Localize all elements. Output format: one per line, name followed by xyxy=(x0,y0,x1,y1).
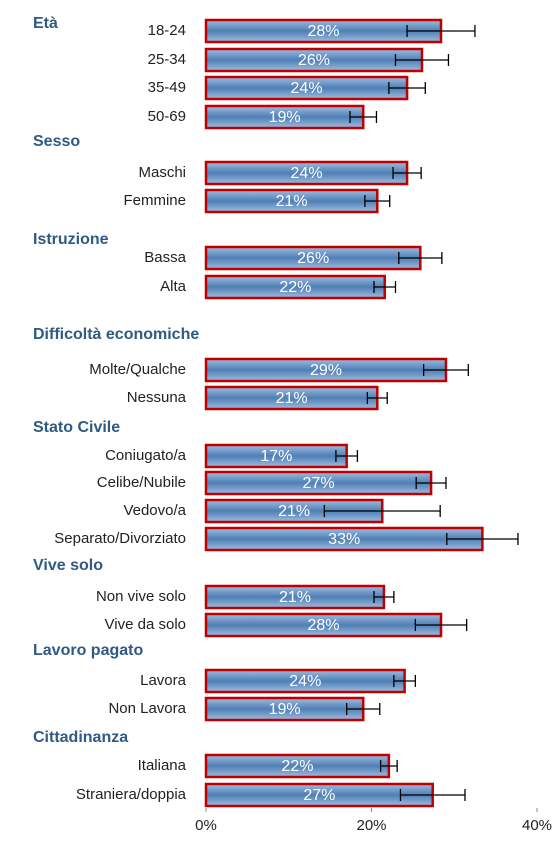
value-label: 22% xyxy=(279,279,311,296)
category-label: Non vive solo xyxy=(96,588,186,605)
group-header: Istruzione xyxy=(33,231,109,248)
value-label: 21% xyxy=(278,503,310,520)
value-label: 29% xyxy=(310,362,342,379)
group-header: Sesso xyxy=(33,133,80,150)
value-label: 27% xyxy=(303,787,335,804)
value-label: 21% xyxy=(276,390,308,407)
category-label: 18-24 xyxy=(148,22,186,39)
group-header: Stato Civile xyxy=(33,419,120,436)
value-label: 26% xyxy=(298,52,330,69)
value-label: 21% xyxy=(279,589,311,606)
category-label: Celibe/Nubile xyxy=(97,474,186,491)
category-label: Maschi xyxy=(138,164,186,181)
value-label: 28% xyxy=(307,617,339,634)
value-label: 24% xyxy=(291,80,323,97)
category-label: Vedovo/a xyxy=(123,502,186,519)
x-tick-label: 0% xyxy=(195,817,217,834)
value-label: 19% xyxy=(269,109,301,126)
group-header: Cittadinanza xyxy=(33,729,128,746)
category-label: Coniugato/a xyxy=(105,447,187,464)
value-label: 26% xyxy=(297,250,329,267)
value-label: 21% xyxy=(276,193,308,210)
value-label: 33% xyxy=(328,531,360,548)
value-label: 28% xyxy=(307,23,339,40)
category-label: Molte/Qualche xyxy=(89,361,186,378)
value-label: 17% xyxy=(260,448,292,465)
category-label: Italiana xyxy=(138,757,187,774)
group-header: Vive solo xyxy=(33,557,103,574)
x-tick-label: 20% xyxy=(356,817,386,834)
category-label: 25-34 xyxy=(148,51,186,68)
category-label: Vive da solo xyxy=(105,616,186,633)
category-label: Alta xyxy=(160,278,187,295)
group-header: Età xyxy=(33,15,58,32)
x-tick-label: 40% xyxy=(522,817,552,834)
group-header: Difficoltà economiche xyxy=(33,326,199,343)
category-label: 50-69 xyxy=(148,108,186,125)
category-label: Lavora xyxy=(140,672,187,689)
category-label: Non Lavora xyxy=(108,700,186,717)
value-label: 24% xyxy=(289,673,321,690)
category-label: Separato/Divorziato xyxy=(54,530,186,547)
category-label: Bassa xyxy=(144,249,186,266)
category-label: Femmine xyxy=(123,192,186,209)
value-label: 19% xyxy=(269,701,301,718)
value-label: 22% xyxy=(281,758,313,775)
category-label: Straniera/doppia xyxy=(76,786,187,803)
value-label: 27% xyxy=(303,475,335,492)
category-label: 35-49 xyxy=(148,79,186,96)
group-header: Lavoro pagato xyxy=(33,642,143,659)
value-label: 24% xyxy=(291,165,323,182)
category-label: Nessuna xyxy=(127,389,187,406)
